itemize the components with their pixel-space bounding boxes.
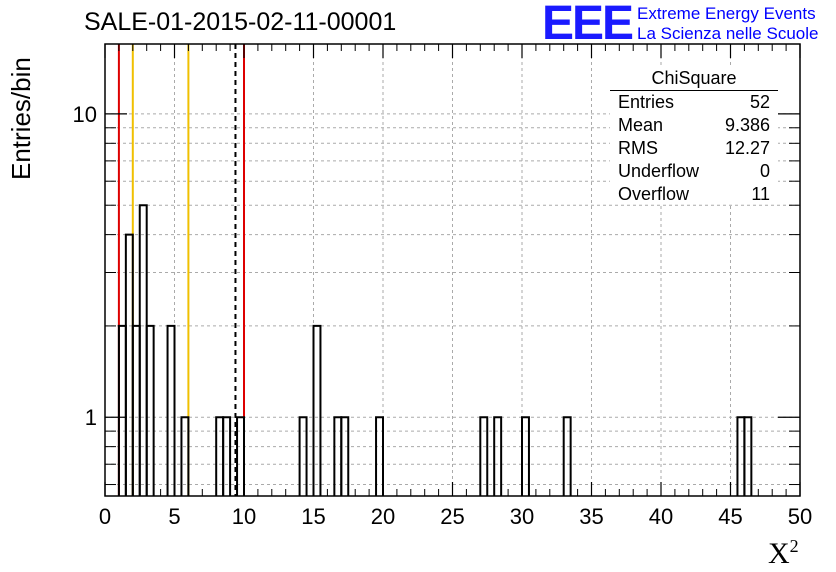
stats-value: 52: [749, 92, 770, 112]
stats-row-underflow: Underflow 0: [618, 161, 770, 183]
histogram-bin: [562, 416, 572, 496]
x-tick-label: 15: [301, 504, 325, 529]
stats-label: Overflow: [618, 184, 690, 204]
x-axis-label-superscript: 2: [789, 536, 799, 556]
y-tick-label: 10: [73, 102, 97, 127]
histogram-bin: [138, 204, 148, 496]
x-tick-label: 50: [788, 504, 812, 529]
stats-label: Mean: [618, 115, 664, 135]
stats-box: ChiSquare Entries 52 Mean 9.386 RMS 12.2…: [610, 68, 778, 204]
x-axis-label-base: X: [768, 537, 790, 570]
grid: [105, 44, 800, 496]
x-tick-label: 25: [440, 504, 464, 529]
histogram-bin: [236, 416, 245, 496]
histogram-bin: [145, 324, 155, 496]
chart-title: SALE-01-2015-02-11-00001: [84, 8, 397, 36]
logo-line-2: La Scienza nelle Scuole: [637, 24, 819, 43]
stats-label: Entries: [618, 92, 675, 112]
stats-value: 12.27: [724, 138, 770, 158]
stats-row-rms: RMS 12.27: [618, 138, 770, 160]
stats-label: Underflow: [618, 161, 700, 181]
histogram-bin: [375, 416, 384, 496]
stats-value: 9.386: [724, 115, 770, 135]
stats-title-underline: [610, 90, 778, 91]
x-axis-label: X2: [768, 536, 799, 571]
y-tick-label: 1: [85, 405, 97, 430]
x-tick-label: 35: [579, 504, 603, 529]
x-tick-label: 40: [649, 504, 673, 529]
y-axis-label: Entries/bin: [6, 57, 36, 180]
histogram-bin: [131, 324, 141, 496]
histogram-bins: [117, 204, 753, 496]
x-tick-label: 0: [99, 504, 111, 529]
stats-row-mean: Mean 9.386: [618, 115, 770, 137]
histogram-bin: [180, 416, 190, 496]
x-tick-label: 20: [371, 504, 395, 529]
histogram-bin: [479, 416, 489, 496]
stats-label: RMS: [618, 138, 658, 158]
stats-title: ChiSquare: [651, 68, 737, 88]
x-tick-label: 5: [168, 504, 180, 529]
axes: [104, 43, 801, 497]
y-tick-labels: 1 10: [73, 102, 97, 430]
stats-row-overflow: Overflow 11: [618, 184, 770, 206]
x-tick-label: 30: [510, 504, 534, 529]
histogram-bin: [312, 324, 322, 496]
histogram-bin: [340, 416, 350, 496]
histogram-bin: [124, 233, 134, 496]
x-tick-label: 10: [232, 504, 256, 529]
x-tick-labels: 0 5 10 15 20 25 30 35 40 45 50: [99, 504, 812, 529]
eee-logo: EEE: [542, 0, 634, 50]
histogram-bin: [117, 324, 127, 496]
stats-row-entries: Entries 52: [618, 92, 770, 114]
histogram-bin: [298, 416, 308, 496]
stats-value: 0: [759, 161, 770, 181]
logo-line-1: Extreme Energy Events: [637, 4, 816, 23]
histogram-bin: [222, 416, 232, 496]
histogram-bin: [521, 416, 530, 496]
histogram-bin: [166, 324, 176, 496]
histogram-bin: [493, 416, 503, 496]
stats-value: 11: [751, 184, 770, 204]
histogram-bin: [743, 416, 753, 496]
x-tick-label: 45: [718, 504, 742, 529]
